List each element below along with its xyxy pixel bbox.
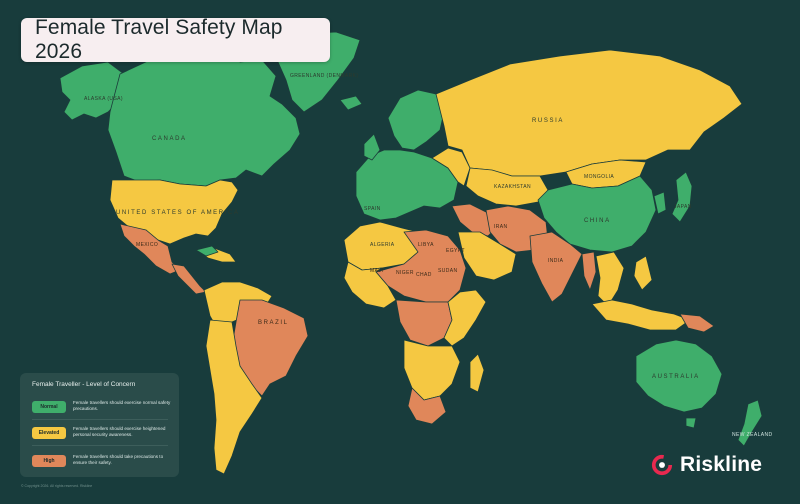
legend-item-high: High Female travellers should take preca… <box>32 453 172 469</box>
page-title: Female Travel Safety Map 2026 <box>35 16 283 63</box>
legend-item-normal: Normal Female travellers should exercise… <box>32 399 172 415</box>
region-cuba <box>195 245 219 257</box>
legend-divider <box>32 419 168 420</box>
riskline-logo-icon <box>651 454 673 476</box>
region-uk <box>363 133 381 161</box>
region-india <box>529 231 583 303</box>
label-kazakhstan: KAZAKHSTAN <box>494 184 531 190</box>
region-new-zealand <box>737 399 763 447</box>
legend-item-elevated: Elevated Female travellers should exerci… <box>32 425 172 441</box>
region-myanmar <box>581 251 597 291</box>
region-southern-south-america <box>205 319 263 475</box>
label-algeria: ALGERIA <box>370 242 395 248</box>
legend-swatch-high: High <box>32 455 66 467</box>
region-japan <box>671 171 693 223</box>
label-alaska: ALASKA (USA) <box>84 96 123 102</box>
region-madagascar <box>469 353 485 393</box>
region-eastern-europe <box>431 147 471 187</box>
label-australia: AUSTRALIA <box>652 374 700 380</box>
label-russia: RUSSIA <box>532 118 564 124</box>
region-philippines <box>633 255 653 291</box>
label-iran: IRAN <box>494 224 508 230</box>
brand-logo: Riskline <box>651 450 762 480</box>
legend-swatch-elevated: Elevated <box>32 427 66 439</box>
region-east-africa <box>443 289 487 347</box>
region-arabian-peninsula <box>457 231 517 281</box>
label-greenland: GREENLAND (DENMARK) <box>290 73 358 79</box>
label-spain: SPAIN <box>364 206 381 212</box>
label-niger: NIGER <box>396 270 414 276</box>
region-kazakhstan <box>465 167 549 207</box>
copyright-text: © Copyright 2026. All rights reserved. R… <box>21 484 93 488</box>
label-new-zealand: NEW ZEALAND <box>732 432 773 438</box>
region-papua-new-guinea <box>679 313 715 333</box>
legend-desc-normal: Female travellers should exercise normal… <box>73 400 171 411</box>
region-alaska <box>59 61 125 121</box>
region-australia <box>635 339 723 413</box>
label-chad: CHAD <box>416 272 432 278</box>
region-southern-africa <box>403 339 461 401</box>
label-mexico: MEXICO <box>136 242 158 248</box>
label-egypt: EGYPT <box>446 248 465 254</box>
title-card: Female Travel Safety Map 2026 <box>21 16 330 63</box>
region-mexico <box>119 223 181 275</box>
label-japan: JAPAN <box>674 204 692 210</box>
legend-panel: Female Traveller - Level of Concern Norm… <box>20 373 179 477</box>
label-india: INDIA <box>548 258 564 264</box>
label-mali: MALI <box>370 268 383 274</box>
label-libya: LIBYA <box>418 242 434 248</box>
label-sudan: SUDAN <box>438 268 458 274</box>
legend-title: Female Traveller - Level of Concern <box>32 381 136 388</box>
legend-desc-high: Female travellers should take precaution… <box>73 454 164 465</box>
region-south-africa <box>407 387 447 425</box>
region-tasmania <box>685 417 697 429</box>
label-brazil: BRAZIL <box>258 320 289 326</box>
legend-desc-elevated: Female travellers should exercise height… <box>73 426 166 437</box>
legend-swatch-normal: Normal <box>32 401 66 413</box>
region-southeast-asia <box>595 251 625 307</box>
legend-divider <box>32 445 168 446</box>
label-china: CHINA <box>584 218 611 224</box>
label-canada: CANADA <box>152 136 187 142</box>
brand-name: Riskline <box>680 453 763 476</box>
region-iceland <box>339 95 363 111</box>
region-korea <box>653 191 667 215</box>
label-mongolia: MONGOLIA <box>584 174 614 180</box>
region-china <box>537 175 657 253</box>
region-western-europe <box>355 149 459 221</box>
region-scandinavia <box>387 89 445 151</box>
label-usa: UNITED STATES OF AMERICA <box>116 210 240 216</box>
